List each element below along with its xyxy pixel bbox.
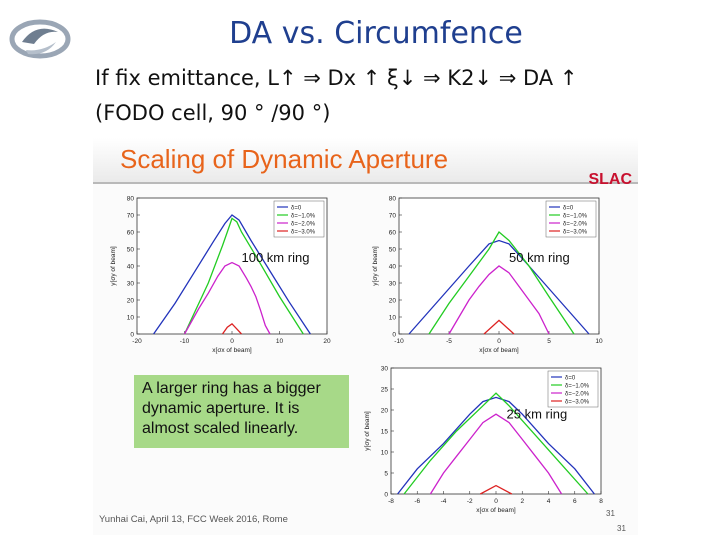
x-tick-label: -8 [388, 498, 394, 505]
y-tick-label: 60 [389, 230, 397, 237]
series-line [429, 413, 563, 495]
x-tick-label: 8 [599, 498, 603, 505]
plot-25km: -8 -6 -4 -2 0 2 4 6 8 0 5 10 15 20 25 30 x[σx of beam] y[… [364, 366, 603, 515]
embedded-slide-title: Scaling of Dynamic Aperture [120, 144, 449, 174]
x-tick-label: 10 [595, 338, 603, 345]
ring-size-label: 50 km ring [509, 250, 570, 265]
y-tick-label: 5 [384, 471, 388, 478]
legend-label: δ=−2.0% [563, 221, 588, 227]
x-axis-label: x[σx of beam] [212, 347, 252, 354]
legend-label: δ=0 [291, 205, 302, 211]
y-tick-label: 30 [389, 281, 397, 288]
series-line [483, 319, 515, 335]
plot-100km: -20 -10 0 10 20 0 10 20 30 40 50 60 70 80 x[σx of beam… [110, 196, 331, 355]
x-tick-label: -2 [467, 498, 473, 505]
x-tick-label: -10 [394, 338, 404, 345]
ring-size-label: 100 km ring [242, 250, 310, 265]
series-line [479, 484, 513, 495]
series-line [428, 231, 575, 335]
y-tick-label: 60 [127, 230, 135, 237]
x-tick-label: -10 [180, 338, 190, 345]
legend-label: δ=0 [565, 375, 576, 381]
y-tick-label: 15 [381, 429, 389, 436]
banner-divider [93, 182, 638, 184]
y-tick-label: 10 [381, 450, 389, 457]
summary-callout: A larger ring has a bigger dynamic apert… [134, 375, 349, 448]
series-line [403, 392, 589, 495]
y-tick-label: 40 [127, 264, 135, 271]
institute-logo-icon [9, 19, 71, 59]
ring-size-label: 25 km ring [507, 406, 568, 421]
y-tick-label: 80 [127, 196, 135, 203]
series-line [183, 261, 271, 335]
x-tick-label: 0 [497, 338, 501, 345]
fodo-cell-text: (FODO cell, 90 ° /90 °) [95, 101, 331, 125]
x-tick-label: -20 [132, 338, 142, 345]
x-tick-label: 10 [276, 338, 284, 345]
x-tick-label: 0 [230, 338, 234, 345]
x-tick-label: -4 [441, 498, 447, 505]
embedded-slide-image: Scaling of Dynamic Aperture SLAC -20 -10 0… [93, 138, 638, 535]
y-axis-label: y[σy of beam] [110, 246, 117, 286]
x-tick-label: 6 [573, 498, 577, 505]
y-tick-label: 30 [381, 366, 389, 373]
legend-label: δ=−3.0% [291, 229, 316, 235]
embedded-slide-banner: Scaling of Dynamic Aperture [93, 138, 638, 182]
y-axis-label: y[σy of beam] [372, 246, 379, 286]
series-line [397, 396, 595, 495]
y-tick-label: 70 [389, 213, 397, 220]
plot-50km: -10 -5 0 5 10 0 10 20 30 40 50 60 70 80 x[σx of beam] y… [372, 196, 603, 355]
footer-credit: Yunhai Cai, April 13, FCC Week 2016, Rom… [99, 514, 288, 525]
x-axis-label: x[σx of beam] [476, 507, 516, 514]
legend-label: δ=−1.0% [291, 213, 316, 219]
y-tick-label: 70 [127, 213, 135, 220]
x-tick-label: -6 [414, 498, 420, 505]
y-tick-label: 0 [392, 332, 396, 339]
x-tick-label: -5 [446, 338, 452, 345]
legend-label: δ=−3.0% [565, 399, 590, 405]
y-tick-label: 80 [389, 196, 397, 203]
y-tick-label: 40 [389, 264, 397, 271]
x-tick-label: 2 [520, 498, 524, 505]
legend-label: δ=−1.0% [565, 383, 590, 389]
series-line [183, 217, 304, 335]
legend-label: δ=−2.0% [565, 391, 590, 397]
series-line [221, 322, 242, 335]
y-tick-label: 25 [381, 387, 389, 394]
x-tick-label: 5 [547, 338, 551, 345]
y-tick-label: 50 [389, 247, 397, 254]
y-tick-label: 20 [389, 298, 397, 305]
y-tick-label: 0 [384, 492, 388, 499]
y-axis-label: y[σy of beam] [364, 411, 371, 451]
legend-label: δ=−1.0% [563, 213, 588, 219]
series-line [153, 214, 311, 335]
series-line [408, 239, 590, 335]
x-tick-label: 4 [547, 498, 551, 505]
y-tick-label: 30 [127, 281, 135, 288]
x-tick-label: 20 [323, 338, 331, 345]
legend-label: δ=−2.0% [291, 221, 316, 227]
slac-logo: SLAC [588, 171, 632, 188]
y-tick-label: 20 [381, 408, 389, 415]
legend-label: δ=0 [563, 205, 574, 211]
y-tick-label: 10 [389, 315, 397, 322]
page-number: 31 [617, 524, 626, 533]
slide-title: DA vs. Circumfence [229, 16, 523, 51]
legend-label: δ=−3.0% [563, 229, 588, 235]
y-tick-label: 10 [127, 315, 135, 322]
y-tick-label: 0 [130, 332, 134, 339]
series-line [448, 265, 550, 335]
x-tick-label: 0 [494, 498, 498, 505]
page-number-inner: 31 [606, 509, 615, 518]
emittance-relation-text: If fix emittance, L↑ ⇒ Dx ↑ ξ↓ ⇒ K2↓ ⇒ D… [95, 66, 578, 90]
y-tick-label: 50 [127, 247, 135, 254]
x-axis-label: x[σx of beam] [479, 347, 519, 354]
y-tick-label: 20 [127, 298, 135, 305]
